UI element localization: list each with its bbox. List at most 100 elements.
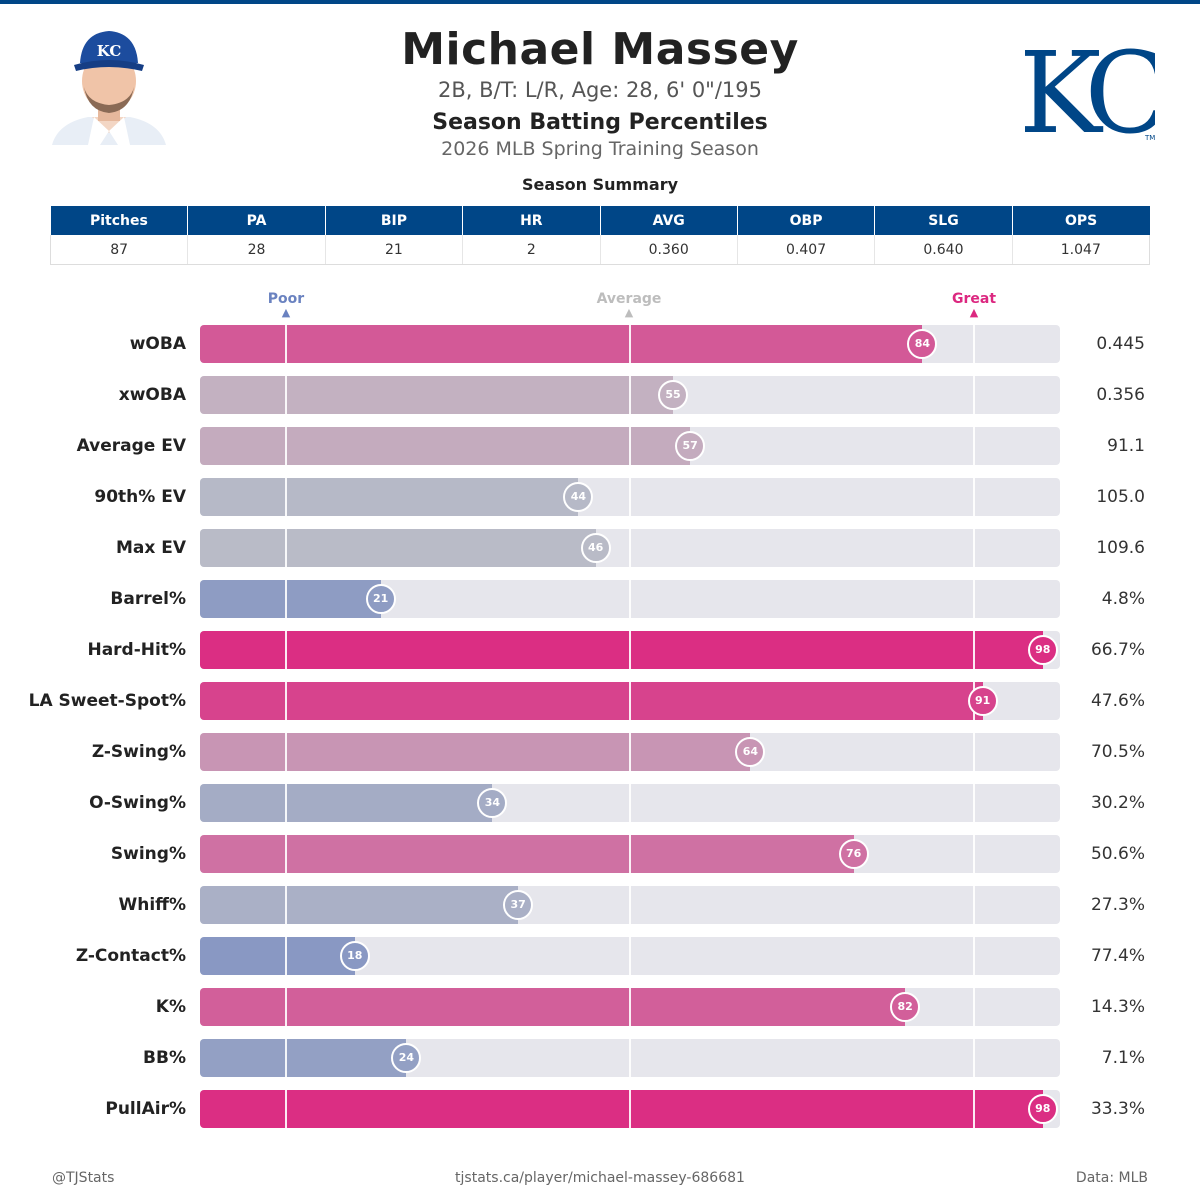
reference-line xyxy=(973,529,975,567)
summary-header-cell: BIP xyxy=(325,206,464,235)
triangle-up-icon: ▲ xyxy=(624,306,634,319)
bar-track: 18 xyxy=(200,937,1060,975)
percentile-bubble: 37 xyxy=(503,890,534,920)
summary-header-cell: OBP xyxy=(737,206,876,235)
metric-row: BB% 24 7.1% xyxy=(0,1038,1200,1078)
percentile-bubble: 24 xyxy=(391,1043,422,1073)
bar-track: 98 xyxy=(200,1090,1060,1128)
percentile-bubble: 55 xyxy=(658,380,688,410)
bar-track: 46 xyxy=(200,529,1060,567)
metric-value: 33.3% xyxy=(1090,1099,1145,1119)
reference-line xyxy=(285,733,287,771)
metric-label: Barrel% xyxy=(110,589,186,609)
bar-fill xyxy=(200,733,751,771)
metric-row: Z-Contact% 18 77.4% xyxy=(0,936,1200,976)
player-info: 2B, B/T: L/R, Age: 28, 6' 0"/195 xyxy=(437,78,762,102)
metric-value: 50.6% xyxy=(1090,844,1145,864)
reference-line xyxy=(629,427,631,465)
metric-row: LA Sweet-Spot% 91 47.6% xyxy=(0,681,1200,721)
percentile-bubble: 34 xyxy=(477,788,508,818)
reference-line xyxy=(629,325,631,363)
metric-row: O-Swing% 34 30.2% xyxy=(0,783,1200,823)
metric-row: K% 82 14.3% xyxy=(0,987,1200,1027)
reference-line xyxy=(629,937,631,975)
metric-row: wOBA 84 0.445 xyxy=(0,324,1200,364)
metric-value: 30.2% xyxy=(1090,793,1145,813)
metric-value: 109.6 xyxy=(1096,538,1145,558)
metric-label: wOBA xyxy=(129,334,186,354)
reference-line xyxy=(629,886,631,924)
reference-line xyxy=(973,1039,975,1077)
reference-line xyxy=(285,835,287,873)
metric-row: Whiff% 37 27.3% xyxy=(0,885,1200,925)
player-headshot: KC xyxy=(48,25,170,145)
reference-line xyxy=(973,631,975,669)
reference-line xyxy=(285,682,287,720)
metric-label: Z-Swing% xyxy=(91,742,186,762)
footer-url: tjstats.ca/player/michael-massey-686681 xyxy=(455,1170,745,1186)
bar-track: 24 xyxy=(200,1039,1060,1077)
metric-value: 91.1 xyxy=(1107,436,1145,456)
reference-line xyxy=(973,427,975,465)
reference-line xyxy=(285,376,287,414)
percentile-bubble: 82 xyxy=(890,992,921,1022)
percentile-bubble: 91 xyxy=(967,686,998,716)
bar-fill xyxy=(200,886,519,924)
reference-line xyxy=(629,835,631,873)
scale-marker-poor: Poor ▲ xyxy=(236,291,336,319)
reference-line xyxy=(285,580,287,618)
percentile-bubble: 84 xyxy=(907,329,938,359)
scale-marker-average: Average ▲ xyxy=(579,291,679,319)
reference-line xyxy=(285,529,287,567)
percentile-bubble: 44 xyxy=(563,482,594,512)
reference-line xyxy=(629,1039,631,1077)
metric-label: Swing% xyxy=(110,844,186,864)
percentile-bubble: 46 xyxy=(580,533,611,563)
metric-label: Average EV xyxy=(76,436,186,456)
metric-label: LA Sweet-Spot% xyxy=(28,691,186,711)
metric-row: Max EV 46 109.6 xyxy=(0,528,1200,568)
scale-label-poor: Poor xyxy=(267,291,305,307)
bar-fill xyxy=(200,376,673,414)
bar-fill xyxy=(200,835,854,873)
bar-fill xyxy=(200,682,983,720)
reference-line xyxy=(629,376,631,414)
bar-fill xyxy=(200,937,355,975)
bar-track: 44 xyxy=(200,478,1060,516)
metric-value: 0.445 xyxy=(1096,334,1145,354)
summary-header-cell: OPS xyxy=(1012,206,1150,235)
summary-header-cell: HR xyxy=(462,206,601,235)
reference-line xyxy=(973,580,975,618)
top-stripe xyxy=(0,0,1200,4)
metric-value: 4.8% xyxy=(1101,589,1145,609)
bar-fill xyxy=(200,427,691,465)
percentile-bubble: 18 xyxy=(339,941,370,971)
bar-track: 55 xyxy=(200,376,1060,414)
summary-header-cell: AVG xyxy=(600,206,738,235)
summary-value-cell: 1.047 xyxy=(1012,235,1151,265)
reference-line xyxy=(973,733,975,771)
metric-row: Swing% 76 50.6% xyxy=(0,834,1200,874)
team-logo: KC TM xyxy=(1025,29,1155,147)
metric-label: Hard-Hit% xyxy=(87,640,186,660)
summary-value-cell: 87 xyxy=(49,235,189,265)
metric-label: Z-Contact% xyxy=(75,946,186,966)
bar-fill xyxy=(200,1039,407,1077)
metric-label: Max EV xyxy=(115,538,186,558)
svg-text:KC: KC xyxy=(97,42,122,60)
season-summary-table: Pitches PA BIP HR AVG OBP SLG OPS 87 28 … xyxy=(49,206,1151,265)
metric-row: Average EV 57 91.1 xyxy=(0,426,1200,466)
reference-line xyxy=(285,325,287,363)
metric-label: PullAir% xyxy=(105,1099,186,1119)
summary-value-cell: 2 xyxy=(462,235,601,265)
metric-label: 90th% EV xyxy=(94,487,186,507)
bar-track: 98 xyxy=(200,631,1060,669)
bar-fill xyxy=(200,325,923,363)
metric-row: Z-Swing% 64 70.5% xyxy=(0,732,1200,772)
bar-track: 82 xyxy=(200,988,1060,1026)
player-name: Michael Massey xyxy=(401,24,799,75)
metric-value: 14.3% xyxy=(1090,997,1145,1017)
reference-line xyxy=(973,886,975,924)
reference-line xyxy=(973,835,975,873)
reference-line xyxy=(629,682,631,720)
